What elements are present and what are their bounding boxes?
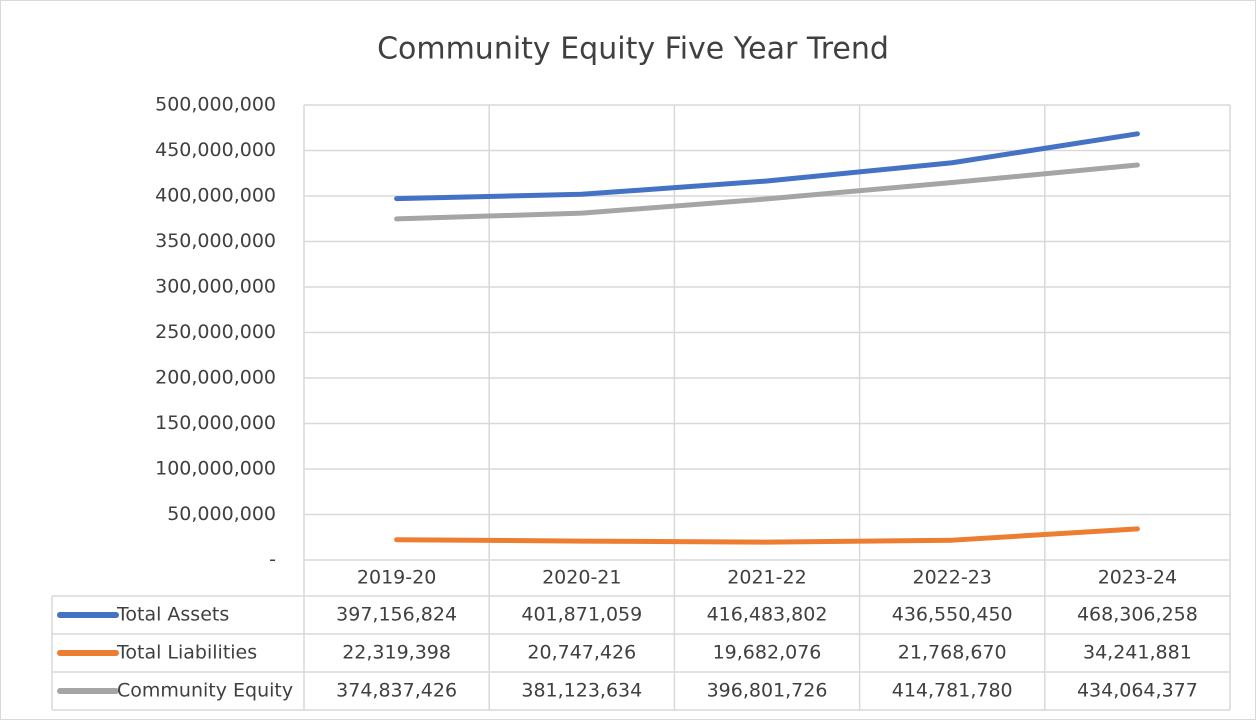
table-value: 381,123,634 xyxy=(521,680,642,702)
x-tick-label: 2021-22 xyxy=(727,567,806,589)
table-value: 34,241,881 xyxy=(1083,642,1192,664)
table-value: 374,837,426 xyxy=(336,680,457,702)
table-value: 20,747,426 xyxy=(527,642,636,664)
y-tick-label: 150,000,000 xyxy=(155,412,276,434)
y-tick-label: 500,000,000 xyxy=(155,94,276,116)
table-value: 401,871,059 xyxy=(521,604,642,626)
table-value: 434,064,377 xyxy=(1077,680,1198,702)
legend-label: Total Liabilities xyxy=(116,642,257,664)
series-line xyxy=(394,162,1140,222)
table-value: 396,801,726 xyxy=(707,680,828,702)
table-value: 21,768,670 xyxy=(898,642,1007,664)
legend-label: Community Equity xyxy=(117,680,293,702)
table-value: 436,550,450 xyxy=(892,604,1013,626)
x-tick-label: 2019-20 xyxy=(357,567,436,589)
chart-title: Community Equity Five Year Trend xyxy=(377,32,889,67)
table-value: 22,319,398 xyxy=(342,642,451,664)
x-tick-label: 2023-24 xyxy=(1098,567,1177,589)
table-value: 19,682,076 xyxy=(713,642,822,664)
table-value: 414,781,780 xyxy=(892,680,1013,702)
y-tick-label: 50,000,000 xyxy=(167,503,276,525)
table-value: 397,156,824 xyxy=(336,604,457,626)
x-tick-label: 2022-23 xyxy=(913,567,992,589)
y-tick-label: 450,000,000 xyxy=(155,139,276,161)
y-tick-label: 350,000,000 xyxy=(155,230,276,252)
x-tick-label: 2020-21 xyxy=(542,567,621,589)
y-tick-label: 300,000,000 xyxy=(155,276,276,298)
series-line xyxy=(394,131,1140,202)
y-tick-label: 200,000,000 xyxy=(155,367,276,389)
table-value: 416,483,802 xyxy=(707,604,828,626)
table-value: 468,306,258 xyxy=(1077,604,1198,626)
y-tick-label: 250,000,000 xyxy=(155,321,276,343)
y-tick-label: - xyxy=(269,549,276,571)
y-tick-label: 400,000,000 xyxy=(155,185,276,207)
legend-label: Total Assets xyxy=(116,604,229,626)
y-tick-label: 100,000,000 xyxy=(155,458,276,480)
series-line xyxy=(394,526,1140,545)
